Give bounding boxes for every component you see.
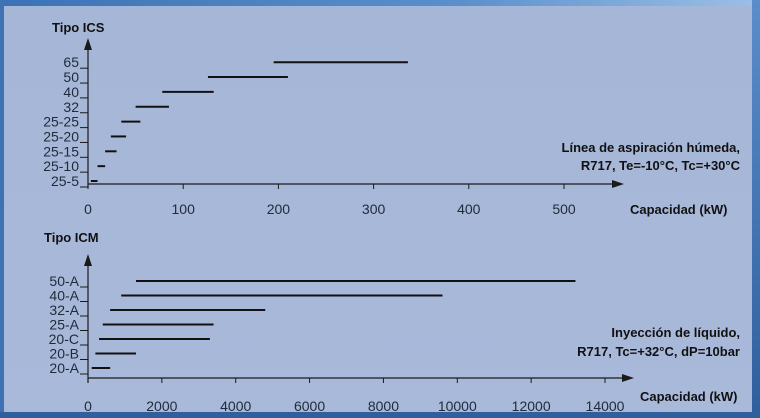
icm-annotation-line2: R717, Tc=+32°C, dP=10bar [577,344,740,359]
frame-right [752,0,760,418]
icm-x-tick-label: 8000 [368,398,399,414]
ics-category-label: 32 [63,99,79,115]
icm-title: Tipo ICM [44,230,99,245]
ics-y-axis-arrow [84,38,92,50]
ics-title: Tipo ICS [52,20,105,35]
icm-x-label: Capacidad (kW) [640,389,738,404]
icm-x-tick-label: 2000 [146,398,177,414]
ics-category-label: 25-15 [43,143,79,159]
ics-category-label: 40 [63,84,79,100]
ics-x-label: Capacidad (kW) [630,202,728,217]
ics-x-tick-label: 500 [552,201,576,217]
ics-category-label: 25-5 [51,173,79,189]
icm-chart: Tipo ICM Capacidad (kW) Inyección de líq… [44,230,740,414]
icm-x-tick-label: 10000 [438,398,477,414]
icm-x-tick-label: 12000 [512,398,551,414]
ics-category-label: 25-20 [43,128,79,144]
frame-top [0,0,760,6]
ics-x-tick-label: 400 [457,201,481,217]
ics-x-tick-label: 100 [172,201,196,217]
ics-x-tick-label: 300 [362,201,386,217]
icm-x-axis-arrow [622,374,634,382]
ics-category-label: 50 [63,69,79,85]
icm-category-label: 20-B [49,346,79,362]
ics-category-label: 25-25 [43,114,79,130]
ics-category-label: 25-10 [43,158,79,174]
frame-left [0,0,4,418]
ics-category-label: 65 [63,54,79,70]
ics-chart: Tipo ICS Capacidad (kW) Línea de aspirac… [43,20,740,217]
frame-bottom [0,412,760,418]
ics-x-axis-arrow [612,180,624,188]
icm-annotation-line1: Inyección de líquido, [611,325,740,340]
ics-x-tick-label: 200 [267,201,291,217]
icm-x-tick-label: 0 [84,398,92,414]
ics-annotation-line2: R717, Te=-10°C, Tc=+30°C [581,158,741,173]
ics-annotation-line1: Línea de aspiración húmeda, [562,140,740,155]
icm-category-label: 40-A [49,288,79,304]
icm-category-label: 20-C [49,331,79,347]
ics-x-tick-label: 0 [84,201,92,217]
icm-x-tick-label: 14000 [586,398,625,414]
icm-category-label: 25-A [49,317,79,333]
icm-x-tick-label: 4000 [220,398,251,414]
icm-y-axis-arrow [84,254,92,266]
icm-category-label: 32-A [49,302,79,318]
icm-category-label: 20-A [49,360,79,376]
icm-category-label: 50-A [49,273,79,289]
icm-x-tick-label: 6000 [294,398,325,414]
